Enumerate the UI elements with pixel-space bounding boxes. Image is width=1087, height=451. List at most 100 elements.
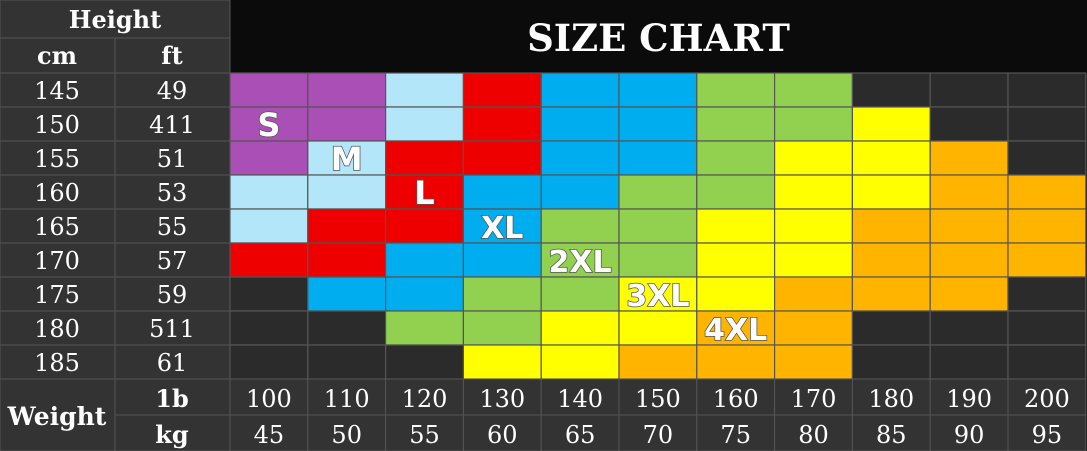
grid-cell	[540, 106, 620, 142]
grid-cell	[462, 276, 542, 312]
grid-cell	[696, 72, 776, 108]
kg-cell	[929, 414, 1009, 451]
grid-cell	[618, 174, 698, 210]
kg-value: 60	[487, 421, 518, 449]
grid-cell	[1007, 106, 1087, 142]
lb-value: 130	[479, 385, 525, 413]
grid-cell	[229, 344, 309, 380]
grid-cell	[229, 208, 309, 244]
cm-value: 150	[34, 111, 80, 139]
cm-value: 185	[34, 349, 80, 377]
weight-header-cell	[0, 378, 116, 451]
size-label: 4XL	[704, 313, 767, 348]
weight-header: Weight	[7, 402, 107, 431]
grid-cell	[307, 140, 387, 176]
ft-cell	[114, 208, 231, 244]
kg-value: 90	[954, 421, 985, 449]
grid-cell	[773, 140, 853, 176]
grid-cell	[462, 310, 542, 346]
ft-cell	[114, 276, 231, 312]
grid-cell	[773, 72, 853, 108]
grid-cell	[462, 106, 542, 142]
grid-cell	[307, 208, 387, 244]
grid-cell	[1007, 174, 1087, 210]
grid-cell	[540, 72, 620, 108]
grid-cell	[851, 174, 931, 210]
grid-cell	[229, 174, 309, 210]
lb-value: 100	[246, 385, 292, 413]
kg-value: 75	[720, 421, 751, 449]
height-header-cell	[0, 0, 231, 39]
lb-value: 170	[791, 385, 837, 413]
grid-cell	[618, 310, 698, 346]
cm-value: 160	[34, 179, 80, 207]
kg-header-cell	[114, 414, 231, 451]
grid-cell	[618, 208, 698, 244]
ft-cell	[114, 242, 231, 278]
grid-cell	[773, 242, 853, 278]
grid-cell	[851, 344, 931, 380]
grid-cell	[385, 72, 465, 108]
grid-cell	[618, 72, 698, 108]
lb-value: 110	[324, 385, 370, 413]
grid-cell	[1007, 72, 1087, 108]
grid-cell	[462, 174, 542, 210]
lb-cell	[696, 378, 776, 416]
kg-cell	[618, 414, 698, 451]
kg-cell	[307, 414, 387, 451]
grid-cell	[385, 344, 465, 380]
lb-cell	[385, 378, 464, 416]
grid-cell	[462, 344, 542, 380]
grid-cell	[307, 344, 387, 380]
ft-header-cell	[114, 37, 231, 74]
grid-cell	[462, 140, 542, 176]
lb-header-cell	[114, 378, 231, 416]
lb-value: 160	[713, 385, 759, 413]
cm-cell	[0, 344, 116, 380]
grid-cell	[851, 276, 931, 312]
grid-cell	[696, 174, 776, 210]
grid-cell	[540, 174, 620, 210]
grid-cell	[540, 140, 620, 176]
lb-value: 120	[402, 385, 448, 413]
kg-value: 70	[643, 421, 674, 449]
lb-header: 1b	[155, 384, 188, 413]
grid-cell	[929, 140, 1009, 176]
grid-cell	[929, 310, 1009, 346]
grid-cell	[929, 106, 1009, 142]
size-label: XL	[481, 211, 523, 246]
cm-value: 175	[34, 281, 80, 309]
grid-cell	[851, 72, 931, 108]
grid-cell	[696, 106, 776, 142]
lb-cell	[618, 378, 698, 416]
ft-header: ft	[161, 41, 182, 70]
cm-value: 145	[34, 77, 80, 105]
grid-cell	[773, 310, 853, 346]
grid-cell	[851, 140, 931, 176]
grid-cell	[307, 72, 387, 108]
grid-cell	[307, 242, 387, 278]
lb-cell	[774, 378, 853, 416]
grid-cell	[929, 174, 1009, 210]
grid-cell	[1007, 208, 1087, 244]
kg-cell	[851, 414, 931, 451]
kg-value: 80	[798, 421, 829, 449]
grid-cell	[851, 208, 931, 244]
ft-value: 511	[149, 315, 195, 343]
grid-cell	[929, 208, 1009, 244]
kg-value: 65	[565, 421, 596, 449]
grid-cell	[618, 106, 698, 142]
grid-cell	[929, 242, 1009, 278]
kg-value: 45	[254, 421, 285, 449]
lb-value: 150	[635, 385, 681, 413]
size-label: 3XL	[626, 279, 689, 314]
kg-header: kg	[155, 420, 189, 449]
ft-cell	[114, 140, 231, 176]
grid-cell	[618, 344, 698, 380]
kg-value: 50	[331, 421, 362, 449]
kg-value: 85	[876, 421, 907, 449]
lb-value: 140	[557, 385, 603, 413]
grid-cell	[229, 72, 309, 108]
kg-cell	[229, 414, 309, 451]
